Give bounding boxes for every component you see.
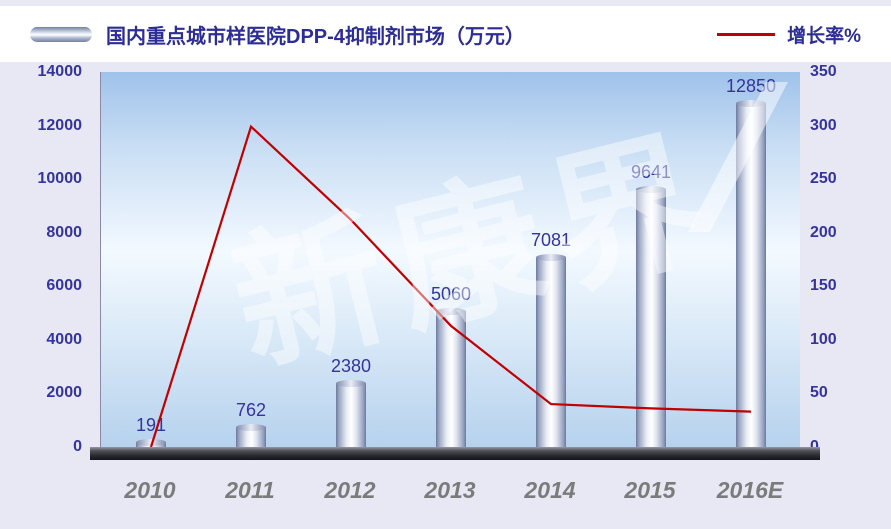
right-axis-tick-label: 300 bbox=[810, 116, 837, 134]
bar-value-label-2011: 762 bbox=[235, 399, 267, 420]
right-axis-tick-label: 200 bbox=[810, 223, 837, 241]
growth-rate-legend-label: 增长率% bbox=[787, 25, 861, 47]
left-axis-tick-label: 14000 bbox=[37, 63, 83, 80]
left-axis-tick-label: 0 bbox=[73, 438, 82, 455]
chart-legend: 国内重点城市样医院DPP-4抑制剂市场（万元） 增长率% bbox=[0, 6, 891, 62]
x-axis-label-2013: 2013 bbox=[424, 477, 476, 503]
right-axis-tick-label: 350 bbox=[810, 63, 837, 80]
left-axis-tick-label: 4000 bbox=[46, 330, 82, 348]
bar-value-label-2012: 2380 bbox=[330, 356, 372, 377]
x-axis-label-2011: 2011 bbox=[225, 477, 275, 503]
x-axis-label-2014: 2014 bbox=[524, 477, 576, 503]
right-axis-tick-label: 50 bbox=[810, 384, 828, 402]
left-axis: 0 2000 4000 6000 8000 10000 12000 14000 bbox=[0, 63, 92, 455]
right-axis-tick-label: 100 bbox=[810, 330, 837, 348]
growth-line bbox=[149, 124, 752, 448]
left-axis-tick-label: 10000 bbox=[37, 170, 83, 188]
bar-2015 bbox=[636, 185, 666, 447]
bar-series-legend-icon bbox=[30, 26, 92, 42]
bar-2014 bbox=[536, 254, 566, 447]
bar-value-label-2014: 7081 bbox=[530, 230, 572, 251]
x-axis-label-2015: 2015 bbox=[624, 477, 676, 503]
line-series-legend-icon bbox=[717, 32, 776, 36]
chart-title: 国内重点城市样医院DPP-4抑制剂市场（万元） bbox=[106, 25, 525, 48]
x-axis-label-2012: 2012 bbox=[324, 477, 376, 503]
left-axis-tick-label: 2000 bbox=[46, 384, 82, 402]
right-axis-tick-label: 150 bbox=[810, 277, 837, 295]
bar-value-label-2013: 5060 bbox=[430, 284, 472, 305]
left-axis-tick-label: 8000 bbox=[46, 223, 82, 241]
line-chart-svg bbox=[149, 124, 752, 448]
left-axis-tick-label: 12000 bbox=[37, 116, 83, 134]
bar-value-label-2015: 9641 bbox=[630, 161, 672, 182]
bar-2011 bbox=[236, 423, 266, 447]
right-axis-tick-label: 0 bbox=[810, 437, 819, 457]
x-axis-label-2016E: 2016E bbox=[716, 477, 784, 503]
x-axis-labels: 2010 2011 2012 2013 2014 2015 2016E bbox=[100, 477, 800, 511]
plot-area: 191 762 2380 5060 7081 9641 12850 bbox=[100, 72, 800, 448]
x-axis-floor bbox=[90, 447, 820, 460]
x-axis-label-2010: 2010 bbox=[124, 477, 176, 503]
right-axis: 0 50 100 150 200 250 300 350 bbox=[808, 63, 888, 455]
bar-2012 bbox=[336, 380, 366, 447]
left-axis-tick-label: 6000 bbox=[46, 277, 82, 295]
right-axis-tick-label: 250 bbox=[810, 170, 837, 188]
